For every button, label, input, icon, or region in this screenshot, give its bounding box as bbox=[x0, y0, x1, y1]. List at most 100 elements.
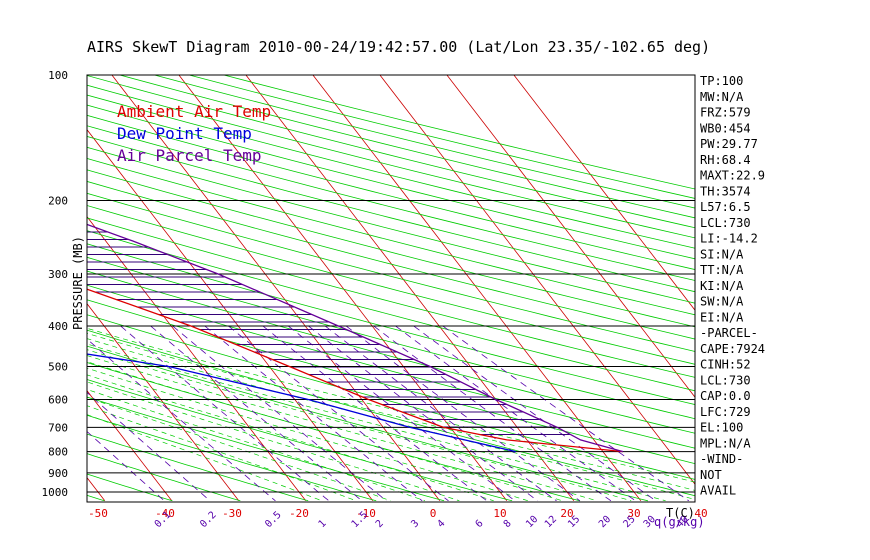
bottom-tick-label: 10 bbox=[493, 507, 506, 520]
mixing-ratio-label: 1 bbox=[317, 518, 329, 530]
dry-adiabat-line bbox=[87, 180, 695, 340]
mixing-ratio-line bbox=[413, 325, 657, 502]
dry-adiabat-line bbox=[87, 433, 309, 502]
pressure-tick-label: 300 bbox=[48, 268, 68, 281]
pressure-tick-label: 500 bbox=[48, 360, 68, 373]
dry-adiabat-line bbox=[87, 114, 695, 270]
series-line bbox=[87, 353, 516, 453]
dry-adiabat-line bbox=[87, 125, 695, 281]
mixing-ratio-label: 0.2 bbox=[198, 510, 219, 531]
index-entry: LCL:730 bbox=[700, 216, 751, 230]
index-entry: CINH:52 bbox=[700, 358, 751, 372]
index-entry: WB0:454 bbox=[700, 121, 751, 135]
dry-adiabat-line bbox=[87, 205, 695, 365]
cape-hatching bbox=[87, 224, 571, 435]
chart-title: AIRS SkewT Diagram 2010-00-24/19:42:57.0… bbox=[87, 38, 710, 56]
dry-adiabat-line bbox=[154, 75, 695, 209]
isotherm-line bbox=[446, 75, 695, 398]
dry-adiabat-line bbox=[87, 314, 695, 480]
mixing-ratio-line bbox=[345, 325, 581, 502]
dry-adiabat-line bbox=[87, 94, 695, 249]
pressure-tick-label: 400 bbox=[48, 320, 68, 333]
index-entry: LCL:730 bbox=[700, 373, 751, 387]
pressure-tick-label: 600 bbox=[48, 393, 68, 406]
dry-adiabat-line bbox=[87, 299, 695, 465]
mixing-ratio-line bbox=[150, 325, 363, 502]
dry-adiabat-line bbox=[87, 104, 695, 260]
bottom-tick-label: 40 bbox=[694, 507, 707, 520]
index-entry: SI:N/A bbox=[700, 247, 744, 261]
dry-adiabat-line bbox=[0, 75, 37, 501]
moist-adiabat-line bbox=[87, 374, 494, 502]
bottom-tick-label: -40 bbox=[155, 507, 175, 520]
index-entry: CAP:0.0 bbox=[700, 389, 751, 403]
pressure-tick-label: 1000 bbox=[42, 486, 69, 499]
index-entry: EL:100 bbox=[700, 421, 743, 435]
legend-entry: Air Parcel Temp bbox=[117, 146, 262, 165]
isotherm-line bbox=[379, 75, 695, 485]
moist-adiabat-line bbox=[87, 381, 460, 502]
bottom-tick-label: 30 bbox=[627, 507, 640, 520]
mixing-ratio-line bbox=[308, 325, 538, 502]
moist-adiabat-line bbox=[87, 332, 695, 491]
isotherm-line bbox=[87, 129, 374, 502]
mixing-ratio-line bbox=[172, 325, 387, 502]
moist-adiabat-line bbox=[87, 343, 666, 502]
pressure-tick-label: 900 bbox=[48, 467, 68, 480]
dry-adiabat-line bbox=[87, 146, 695, 304]
index-entry: MW:N/A bbox=[700, 90, 744, 104]
index-entry: -WIND- bbox=[700, 452, 743, 466]
y-axis-label: PRESSURE (MB) bbox=[71, 236, 85, 330]
isotherm-line bbox=[87, 303, 240, 502]
isotherm-line bbox=[87, 216, 307, 502]
legend-entry: Ambient Air Temp bbox=[117, 102, 271, 121]
mixing-ratio-label: 0.5 bbox=[263, 510, 284, 531]
mixing-ratio-line bbox=[373, 325, 612, 502]
mixing-ratio-unit-label: q(g/kg) bbox=[654, 515, 705, 529]
pressure-tick-label: 800 bbox=[48, 446, 68, 459]
moist-adiabat-line bbox=[87, 355, 597, 502]
bottom-temperature-axis: -50 -40 -30 -20 -10 0 10 20 30 40 bbox=[88, 507, 708, 520]
legend: Ambient Air Temp Dew Point Temp Air Parcel… bbox=[117, 102, 271, 165]
index-entry: MAXT:22.9 bbox=[700, 169, 765, 183]
mixing-ratio-line bbox=[204, 325, 423, 502]
moist-adiabat-line bbox=[87, 405, 357, 502]
mixing-ratio-label: 8 bbox=[502, 518, 514, 530]
mixing-ratio-label: 12 bbox=[543, 514, 559, 530]
isotherm-line bbox=[87, 390, 173, 502]
index-entry: FRZ:579 bbox=[700, 106, 751, 120]
dry-adiabat-line bbox=[223, 75, 695, 190]
pressure-tick-label: 700 bbox=[48, 421, 68, 434]
isotherm-line bbox=[0, 75, 38, 501]
pressure-axis: 100 200 300 400 500 600 700 800 900 1000 bbox=[42, 69, 69, 499]
index-entry: PW:29.77 bbox=[700, 137, 758, 151]
bottom-tick-label: 20 bbox=[560, 507, 573, 520]
index-entry: KI:N/A bbox=[700, 279, 744, 293]
index-entry: EI:N/A bbox=[700, 310, 744, 324]
index-entry: TT:N/A bbox=[700, 263, 744, 277]
index-entry: MPL:N/A bbox=[700, 436, 751, 450]
dry-adiabat-line bbox=[87, 396, 445, 502]
pressure-tick-label: 200 bbox=[48, 195, 68, 208]
index-entry: TH:3574 bbox=[700, 184, 751, 198]
series-line bbox=[87, 288, 624, 453]
isotherm-line bbox=[87, 477, 106, 502]
mixing-ratio-label: 20 bbox=[597, 514, 613, 530]
index-entry: L57:6.5 bbox=[700, 200, 751, 214]
dry-adiabat-line bbox=[87, 256, 695, 420]
mixing-ratio-line bbox=[228, 325, 449, 502]
dry-adiabat-line bbox=[87, 379, 513, 502]
mixing-ratio-line bbox=[87, 391, 211, 502]
dry-adiabat-line bbox=[87, 169, 695, 328]
dry-adiabat-line bbox=[87, 329, 695, 497]
index-entry: SW:N/A bbox=[700, 295, 744, 309]
mixing-ratio-line bbox=[442, 325, 690, 502]
moist-adiabat-line bbox=[87, 338, 695, 500]
moist-adiabat-line bbox=[87, 396, 391, 502]
mixing-ratio-line bbox=[87, 430, 165, 502]
dry-adiabat-line bbox=[87, 136, 695, 293]
mixing-ratio-label: 6 bbox=[474, 518, 486, 530]
mixing-ratio-label: 4 bbox=[435, 518, 447, 530]
